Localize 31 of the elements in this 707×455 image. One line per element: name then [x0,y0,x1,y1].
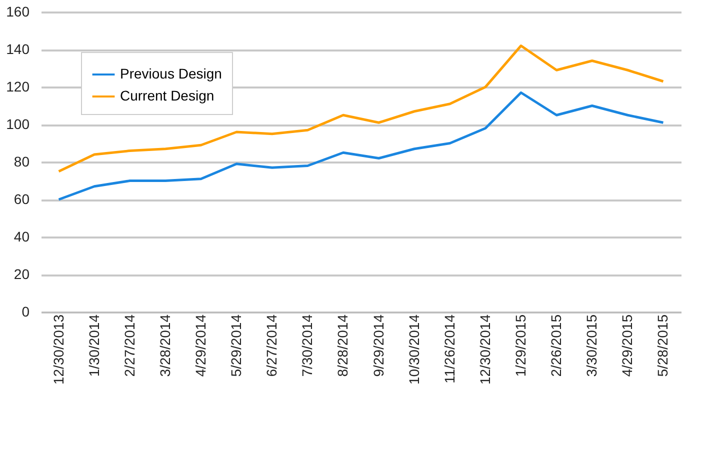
x-tick-label: 11/26/2014 [441,314,458,384]
x-tick-label: 12/30/2013 [50,314,66,385]
legend-label: Previous Design [120,66,222,82]
x-tick-label: 5/28/2015 [654,314,671,377]
x-tick-label: 5/29/2014 [228,314,244,377]
x-tick-label: 6/27/2014 [264,314,280,377]
x-tick-label: 3/28/2014 [156,314,173,377]
y-tick-label: 160 [6,4,30,20]
x-tick-label: 3/30/2015 [584,314,600,377]
x-tick-label: 1/29/2015 [512,314,528,377]
y-tick-label: 80 [14,154,30,170]
y-tick-label: 0 [22,304,30,320]
y-tick-label: 120 [6,78,30,94]
x-tick-label: 12/30/2014 [476,314,493,385]
line-series [58,91,664,201]
x-tick-label: 9/29/2014 [370,314,386,377]
y-tick-label: 60 [14,191,30,207]
x-tick-label: 2/26/2015 [548,314,564,377]
y-tick-label: 100 [6,116,30,132]
x-tick-label: 2/27/2014 [121,314,138,377]
legend-label: Current Design [120,88,214,104]
x-tick-label: 10/30/2014 [406,314,422,385]
x-tick-label: 7/30/2014 [299,314,316,377]
x-tick-label: 4/29/2015 [619,314,636,377]
x-tick-label: 8/28/2014 [334,314,351,377]
line-series [58,44,664,173]
y-tick-label: 140 [6,41,30,57]
x-tick-label: 1/30/2014 [86,314,102,377]
y-tick-label: 40 [14,228,30,244]
x-tick-label: 4/29/2014 [192,314,208,377]
y-tick-label: 20 [14,266,30,282]
